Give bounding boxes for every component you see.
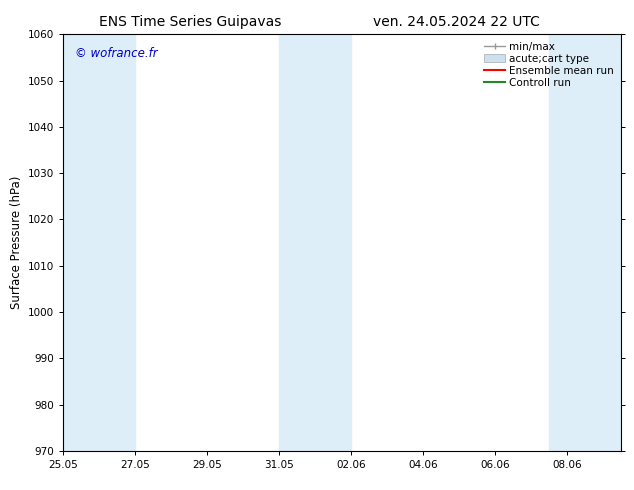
Bar bbox=[63, 34, 136, 451]
Bar bbox=[280, 34, 351, 451]
Y-axis label: Surface Pressure (hPa): Surface Pressure (hPa) bbox=[10, 176, 23, 309]
Bar bbox=[549, 34, 621, 451]
Text: ENS Time Series Guipavas: ENS Time Series Guipavas bbox=[99, 15, 281, 29]
Text: © wofrance.fr: © wofrance.fr bbox=[75, 47, 157, 60]
Text: ven. 24.05.2024 22 UTC: ven. 24.05.2024 22 UTC bbox=[373, 15, 540, 29]
Legend: min/max, acute;cart type, Ensemble mean run, Controll run: min/max, acute;cart type, Ensemble mean … bbox=[482, 40, 616, 90]
